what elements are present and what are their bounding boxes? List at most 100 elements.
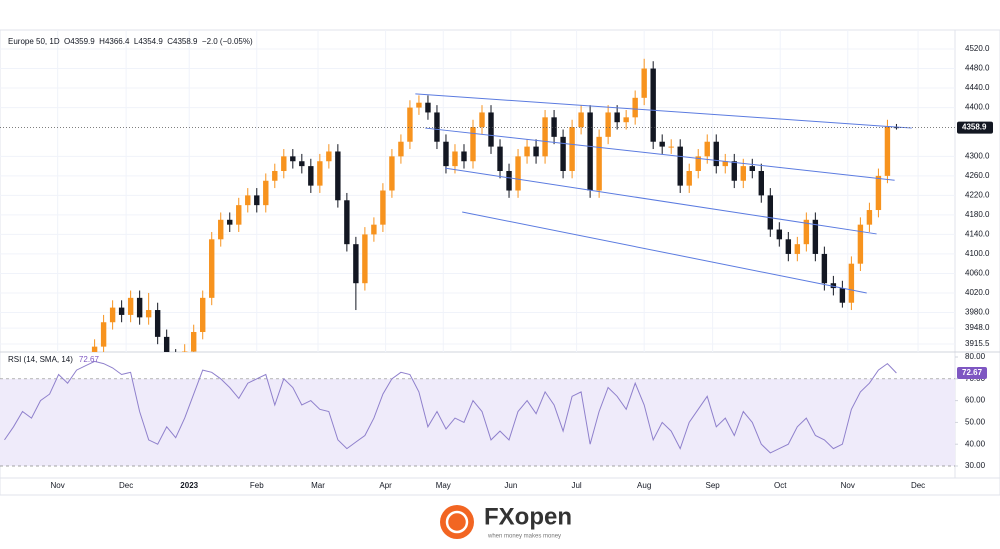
- candle-body: [425, 102, 431, 113]
- candle-body: [452, 151, 458, 167]
- candle-body: [560, 136, 566, 171]
- y-tick-label: 3915.5: [965, 339, 990, 348]
- candle-body: [713, 141, 719, 167]
- candle-body: [317, 161, 323, 186]
- x-tick-label: Aug: [637, 481, 651, 490]
- trendline: [415, 93, 912, 129]
- rsi-pane: [0, 360, 955, 467]
- candle-body: [749, 166, 755, 171]
- candle-body: [875, 175, 882, 211]
- y-tick-label: 4140.0: [965, 230, 990, 239]
- candle-body: [353, 244, 359, 284]
- trendline: [425, 127, 895, 181]
- candle-body: [830, 283, 837, 289]
- candle-body: [272, 170, 278, 181]
- candle-body: [181, 351, 188, 352]
- candle-body: [209, 239, 215, 298]
- candle-body: [785, 239, 792, 254]
- candle-body: [884, 126, 891, 176]
- candle-body: [434, 112, 440, 142]
- candle-body: [632, 97, 638, 118]
- y-tick-label: 4100.0: [965, 249, 990, 258]
- candle-body: [596, 136, 602, 191]
- x-tick-label: Jun: [504, 481, 517, 490]
- candle-body: [704, 141, 710, 157]
- rsi-value-box: [957, 366, 987, 379]
- candle-body: [245, 195, 251, 206]
- y-tick-label: 4400.0: [965, 103, 990, 112]
- candle-body: [389, 156, 395, 191]
- candle-body: [191, 331, 197, 352]
- candle-body: [308, 166, 314, 186]
- candle-body: [479, 112, 485, 128]
- x-tick-label: Nov: [51, 481, 65, 490]
- candle-body: [497, 146, 503, 171]
- x-tick-label: Apr: [379, 481, 392, 490]
- x-tick-label: Dec: [119, 481, 133, 490]
- candle-body: [893, 127, 900, 129]
- candle-body: [362, 234, 368, 284]
- y-tick-label: 4020.0: [965, 288, 990, 297]
- y-tick-label: 3980.0: [965, 308, 990, 317]
- rsi-line: [4, 360, 897, 454]
- x-tick-label: Oct: [774, 481, 787, 490]
- y-tick-label: 3948.0: [965, 323, 990, 332]
- candle-body: [533, 146, 539, 157]
- candle-body: [154, 310, 161, 337]
- x-tick-label: 2023: [180, 481, 198, 490]
- candle-body: [281, 156, 287, 171]
- candle-body: [758, 170, 764, 196]
- candle-body: [398, 141, 404, 157]
- x-tick-label: Feb: [250, 481, 264, 490]
- candle-body: [677, 146, 683, 186]
- candle-body: [218, 219, 224, 240]
- candle-body: [127, 297, 134, 315]
- candle-body: [686, 170, 692, 186]
- y-tick-label: 4480.0: [965, 64, 990, 73]
- trendline: [462, 211, 867, 294]
- candle-body: [605, 112, 611, 137]
- candle-body: [344, 200, 350, 245]
- candle-body: [839, 288, 846, 303]
- y-tick-label: 60.00: [965, 396, 986, 405]
- y-tick-label: 30.00: [965, 461, 986, 470]
- candle-body: [659, 141, 665, 147]
- candle-body: [803, 219, 810, 245]
- rsi-band: [0, 378, 955, 467]
- rsi-title: RSI (14, SMA, 14) 72.67: [8, 355, 99, 364]
- candle-body: [506, 170, 512, 191]
- candle-body: [812, 219, 819, 254]
- candle-body: [776, 229, 783, 240]
- y-tick-label: 4300.0: [965, 151, 990, 160]
- rsi-value: 72.67: [79, 355, 100, 364]
- logo: FXopen when money makes money: [440, 503, 572, 540]
- candle-body: [263, 180, 269, 206]
- y-tick-label: 4220.0: [965, 191, 990, 200]
- candle-body: [335, 151, 341, 201]
- logo-icon: [440, 505, 474, 539]
- logo-icon-ring: [445, 510, 469, 534]
- candle-body: [163, 336, 170, 352]
- x-tick-label: Jul: [571, 481, 581, 490]
- candle-body: [794, 244, 801, 254]
- candle-body: [740, 166, 746, 181]
- x-tick-label: Mar: [311, 481, 325, 490]
- candle-body: [443, 141, 449, 167]
- candle-body: [848, 263, 855, 303]
- candle-body: [821, 253, 828, 284]
- candle-body: [145, 310, 152, 318]
- last-price-box: [957, 121, 993, 134]
- rsi-name: RSI (14, SMA, 14): [8, 355, 73, 364]
- candle-body: [407, 107, 413, 142]
- candle-body: [722, 161, 728, 167]
- candle-body: [290, 156, 296, 162]
- candle-body: [118, 307, 125, 315]
- logo-tagline: when money makes money: [487, 534, 561, 540]
- candle-body: [461, 151, 467, 162]
- y-tick-label: 50.00: [965, 418, 986, 427]
- candle-body: [515, 156, 521, 191]
- candle-body: [326, 151, 332, 162]
- candle-body: [371, 224, 377, 235]
- candle-body: [100, 322, 107, 347]
- candle-body: [542, 117, 548, 157]
